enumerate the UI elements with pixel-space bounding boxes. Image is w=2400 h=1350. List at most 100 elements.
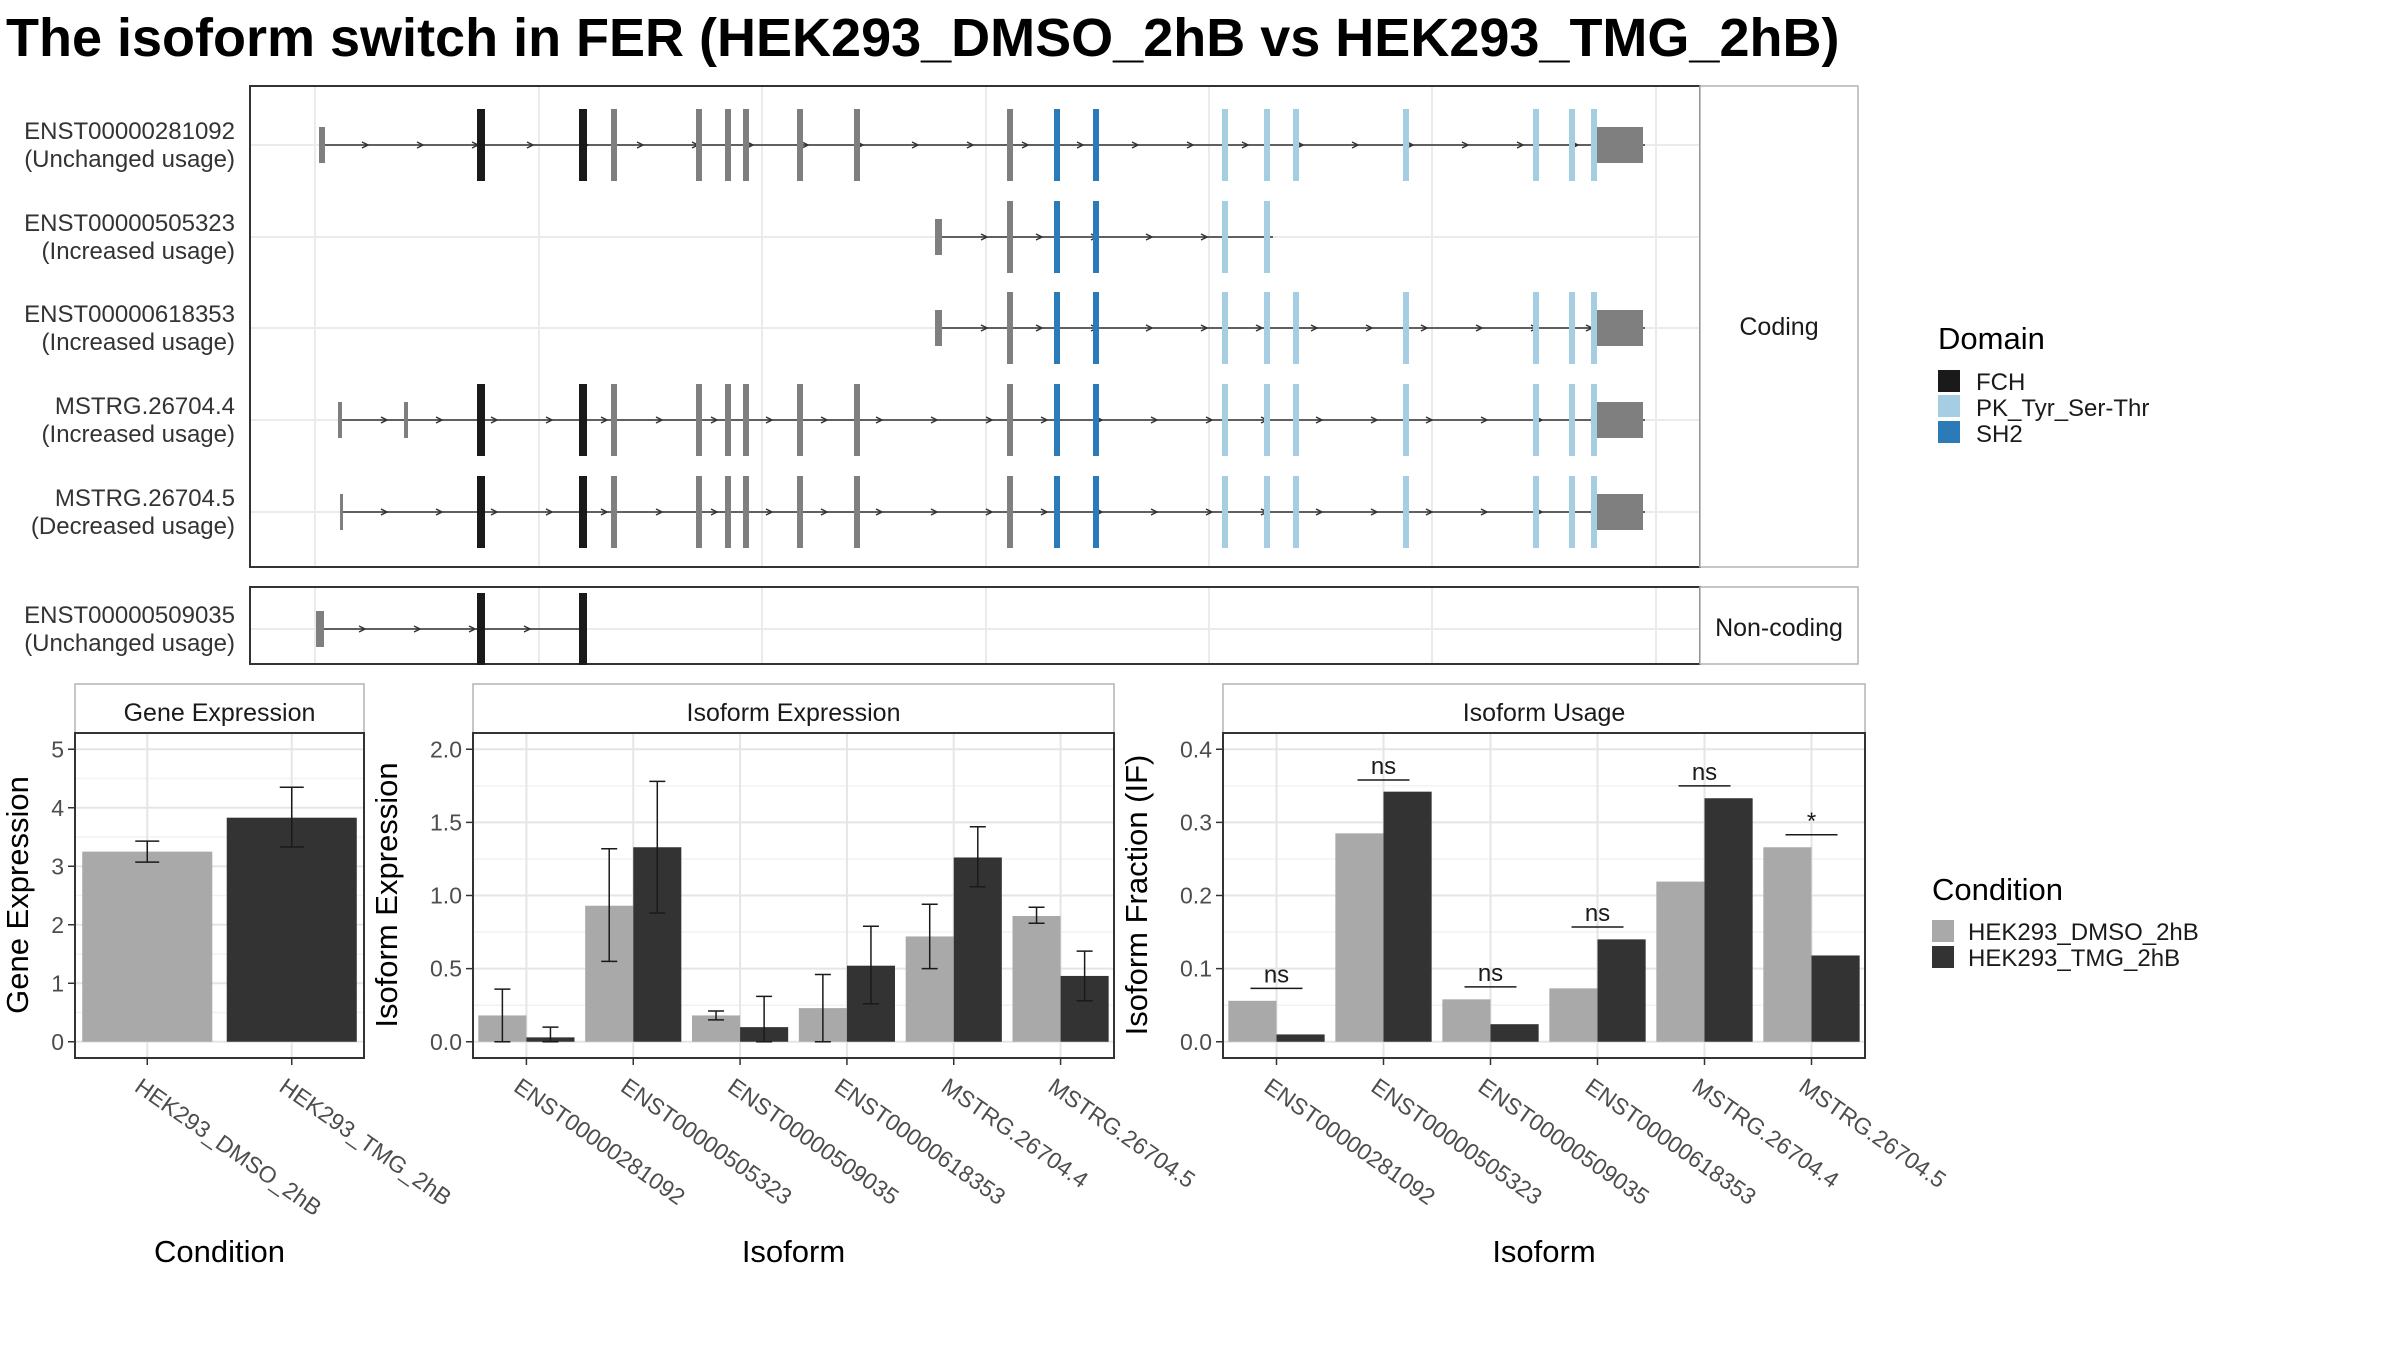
- bar: [1811, 955, 1860, 1042]
- y-tick-label: 0.0: [1180, 1029, 1212, 1055]
- utr-exon: [1597, 494, 1643, 530]
- strand-arrow: [1425, 416, 1434, 424]
- error-bar: [814, 973, 831, 1043]
- strand-arrow: [710, 508, 719, 516]
- strand-arrow: [1145, 324, 1154, 332]
- x-axis-title: Condition: [154, 1234, 285, 1269]
- error-bar: [542, 1026, 559, 1043]
- strand-arrow: [1205, 416, 1214, 424]
- legend-label-pk: PK_Tyr_Ser-Thr: [1976, 395, 2149, 422]
- coding-exon: [1293, 292, 1299, 364]
- transcript-status: (Unchanged usage): [24, 630, 235, 657]
- strand-arrow: [980, 233, 989, 241]
- coding-exon: [1007, 476, 1013, 548]
- coding-exon: [1093, 476, 1099, 548]
- coding-exon: [1569, 292, 1575, 364]
- strand-arrow: [930, 416, 939, 424]
- strand-arrow: [875, 508, 884, 516]
- coding-exon: [1054, 476, 1060, 548]
- strand-arrow: [1200, 324, 1209, 332]
- strand-arrow: [380, 508, 389, 516]
- legend-swatch-fch: [1938, 370, 1960, 392]
- transcript-status: (Increased usage): [42, 421, 235, 448]
- bar: [226, 817, 357, 1042]
- strand-arrow: [966, 141, 975, 149]
- coding-exon: [611, 476, 617, 548]
- coding-exon: [1569, 476, 1575, 548]
- utr-exon: [338, 402, 342, 438]
- coding-exon: [1007, 384, 1013, 456]
- strand-arrow: [1145, 233, 1154, 241]
- strand-arrow: [413, 625, 422, 633]
- utr-exon: [935, 310, 942, 346]
- transcript-id: ENST00000281092: [24, 118, 235, 145]
- coding-exon: [1264, 109, 1270, 181]
- coding-exon: [1264, 384, 1270, 456]
- bar: [1383, 791, 1432, 1042]
- y-tick-label: 3: [51, 853, 64, 879]
- strand-arrow: [1475, 324, 1484, 332]
- coding-exon: [1533, 476, 1539, 548]
- strand-arrow: [600, 508, 609, 516]
- x-tick-label: ENST00000618353: [830, 1073, 1010, 1210]
- coding-exon: [1222, 201, 1228, 273]
- y-tick-label: 0.0: [430, 1029, 462, 1055]
- coding-exon: [1569, 384, 1575, 456]
- strand-arrow: [655, 416, 664, 424]
- coding-exon: [1222, 292, 1228, 364]
- coding-exon: [1222, 476, 1228, 548]
- x-tick-label: ENST00000505323: [1367, 1073, 1547, 1210]
- error-bar: [708, 1010, 725, 1021]
- chart-title: Isoform Usage: [1463, 699, 1626, 727]
- error-bar: [601, 847, 618, 963]
- x-tick-label: ENST00000509035: [1474, 1073, 1654, 1210]
- transcript-status: (Decreased usage): [31, 513, 235, 540]
- strand-arrow: [490, 508, 499, 516]
- transcript-model: [316, 593, 587, 665]
- strand-arrow: [1131, 141, 1140, 149]
- y-tick-label: 0.3: [1180, 809, 1212, 835]
- strand-arrow: [1420, 324, 1429, 332]
- error-bar: [1076, 950, 1093, 1002]
- error-bar: [135, 840, 160, 863]
- transcript-id: ENST00000509035: [24, 602, 235, 629]
- coding-exon: [854, 384, 860, 456]
- strand-arrow: [1040, 416, 1049, 424]
- strand-arrow: [1315, 416, 1324, 424]
- bar: [1490, 1024, 1539, 1042]
- isoform-expression-chart: Isoform Expression 0.0 0.5 1.0 1.5 2.0 ENST000…: [369, 683, 1200, 1269]
- coding-strip: [1699, 85, 1859, 568]
- strand-arrow: [911, 141, 920, 149]
- coding-exon: [1093, 201, 1099, 273]
- strand-arrow: [1150, 416, 1159, 424]
- error-bar: [494, 988, 511, 1043]
- coding-panel-frame: [249, 85, 1701, 568]
- coding-strip-label: Coding: [1739, 313, 1818, 341]
- y-axis-title: Isoform Expression: [369, 762, 404, 1027]
- strand-arrow: [523, 625, 532, 633]
- strand-arrow: [1351, 141, 1360, 149]
- strand-arrow: [1315, 508, 1324, 516]
- coding-exon: [1093, 384, 1099, 456]
- coding-exon: [611, 384, 617, 456]
- bar: [1012, 915, 1061, 1042]
- bar: [1704, 798, 1753, 1042]
- strand-arrow: [655, 508, 664, 516]
- domain-legend: Domain FCH PK_Tyr_Ser-Thr SH2: [1938, 321, 2149, 448]
- strand-arrow: [1516, 141, 1525, 149]
- bar: [1442, 999, 1491, 1042]
- strand-arrow: [1365, 324, 1374, 332]
- coding-exon: [1591, 109, 1597, 181]
- strand-arrow: [416, 141, 425, 149]
- bar: [1656, 881, 1705, 1042]
- x-tick-label: ENST00000281092: [1260, 1073, 1440, 1210]
- legend-label-dmso: HEK293_DMSO_2hB: [1968, 919, 2199, 946]
- coding-exon: [1054, 201, 1060, 273]
- bar: [1335, 833, 1384, 1042]
- coding-exon: [696, 476, 702, 548]
- noncoding-strip: [1699, 586, 1859, 665]
- legend-label-fch: FCH: [1976, 369, 2025, 396]
- coding-exon: [1591, 292, 1597, 364]
- strand-arrow: [1186, 141, 1195, 149]
- x-axis-title: Isoform: [1492, 1234, 1595, 1269]
